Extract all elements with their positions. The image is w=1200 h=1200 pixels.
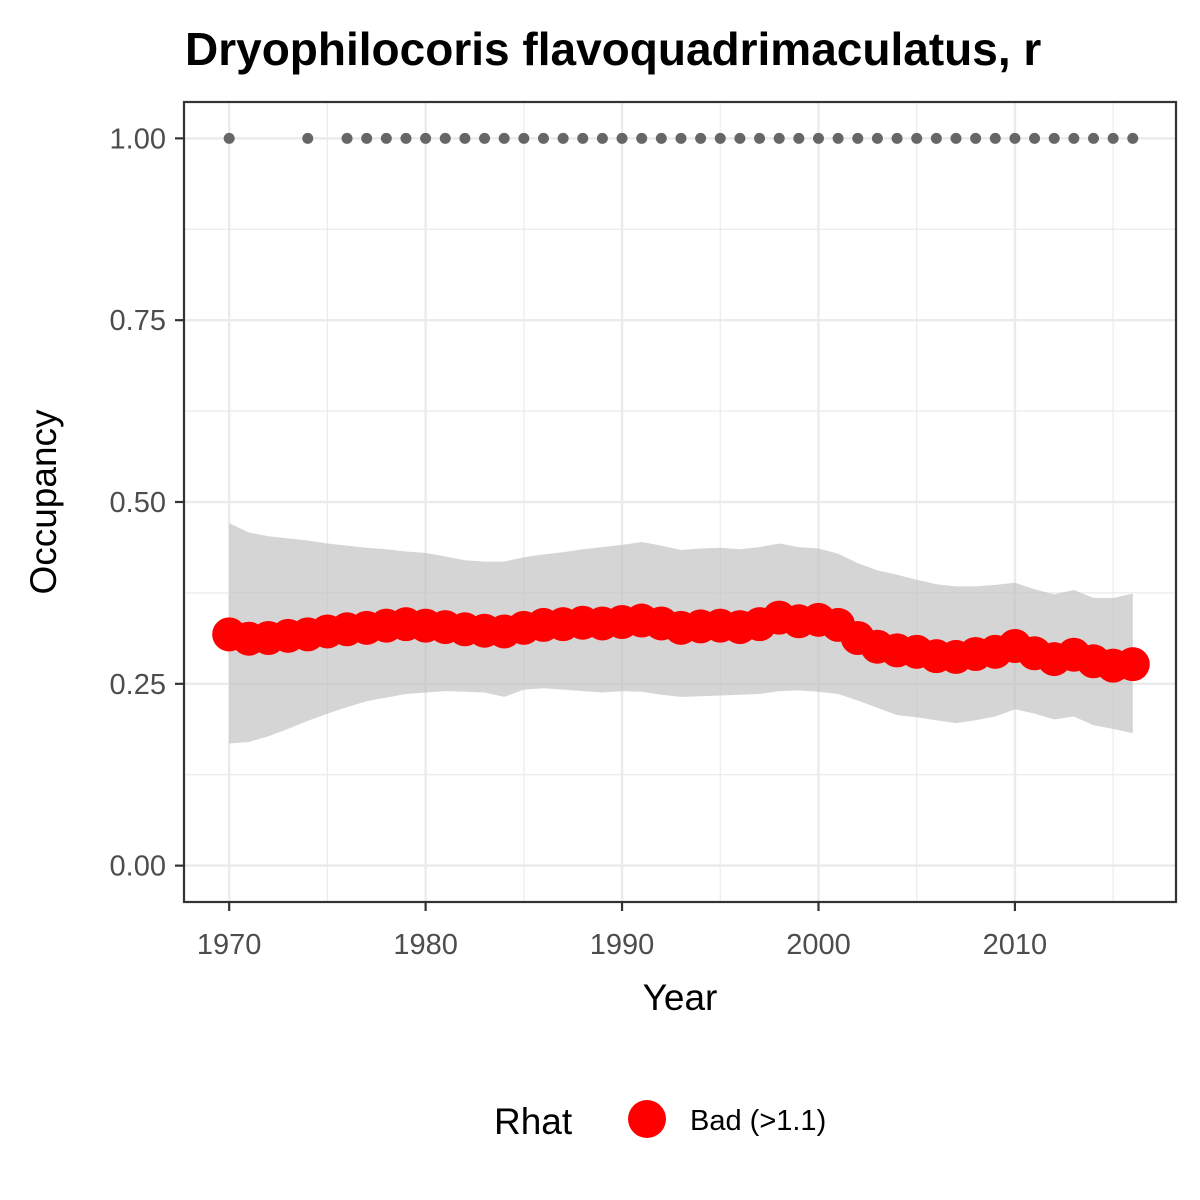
record-point: [557, 132, 569, 144]
record-point: [1127, 132, 1139, 144]
record-point: [1009, 132, 1021, 144]
legend: Rhat Bad (>1.1): [494, 1100, 826, 1142]
record-point: [970, 132, 982, 144]
record-point: [1068, 132, 1080, 144]
record-point: [773, 132, 785, 144]
record-point: [1048, 132, 1060, 144]
record-point: [891, 132, 903, 144]
y-tick-label: 0.50: [110, 487, 166, 519]
record-point: [793, 132, 805, 144]
y-tick-label: 0.00: [110, 851, 166, 883]
y-tick-label: 0.25: [110, 669, 166, 701]
record-point: [1107, 132, 1119, 144]
record-point: [498, 132, 510, 144]
record-point: [223, 132, 235, 144]
x-tick-label: 2010: [983, 929, 1048, 961]
record-point: [950, 132, 962, 144]
record-point: [459, 132, 471, 144]
record-point: [989, 132, 1001, 144]
record-point: [1087, 132, 1099, 144]
record-point: [911, 132, 923, 144]
record-point: [420, 132, 432, 144]
record-point: [361, 132, 373, 144]
y-axis: 0.00 0.25 0.50 0.75 1.00: [110, 123, 184, 883]
record-point: [754, 132, 766, 144]
record-point: [871, 132, 883, 144]
x-axis: 1970 1980 1990 2000 2010: [197, 902, 1047, 961]
record-point: [341, 132, 353, 144]
record-point: [930, 132, 942, 144]
record-point: [577, 132, 589, 144]
record-points: [223, 132, 1139, 144]
record-point: [675, 132, 687, 144]
legend-key-bad: [628, 1100, 666, 1138]
record-point: [636, 132, 648, 144]
record-point: [832, 132, 844, 144]
y-axis-title: Occupancy: [23, 409, 64, 595]
occupancy-series: [212, 600, 1150, 683]
record-point: [695, 132, 707, 144]
record-point: [616, 132, 628, 144]
y-tick-label: 0.75: [110, 305, 166, 337]
record-point: [400, 132, 412, 144]
legend-title: Rhat: [494, 1101, 573, 1142]
x-tick-label: 2000: [786, 929, 851, 961]
record-point: [714, 132, 726, 144]
legend-label-bad: Bad (>1.1): [690, 1105, 826, 1137]
record-point: [518, 132, 530, 144]
x-tick-label: 1970: [197, 929, 262, 961]
record-point: [302, 132, 314, 144]
y-tick-label: 1.00: [110, 123, 166, 155]
x-tick-label: 1990: [590, 929, 655, 961]
x-axis-title: Year: [643, 977, 718, 1018]
record-point: [1029, 132, 1041, 144]
x-tick-label: 1980: [393, 929, 458, 961]
record-point: [596, 132, 608, 144]
chart-title: Dryophilocoris flavoquadrimaculatus, r: [185, 23, 1041, 75]
data-point: [1115, 647, 1150, 682]
record-point: [734, 132, 746, 144]
record-point: [655, 132, 667, 144]
record-point: [852, 132, 864, 144]
plot-panel: [182, 100, 1178, 904]
record-point: [380, 132, 392, 144]
record-point: [439, 132, 451, 144]
record-point: [537, 132, 549, 144]
record-point: [812, 132, 824, 144]
record-point: [479, 132, 491, 144]
